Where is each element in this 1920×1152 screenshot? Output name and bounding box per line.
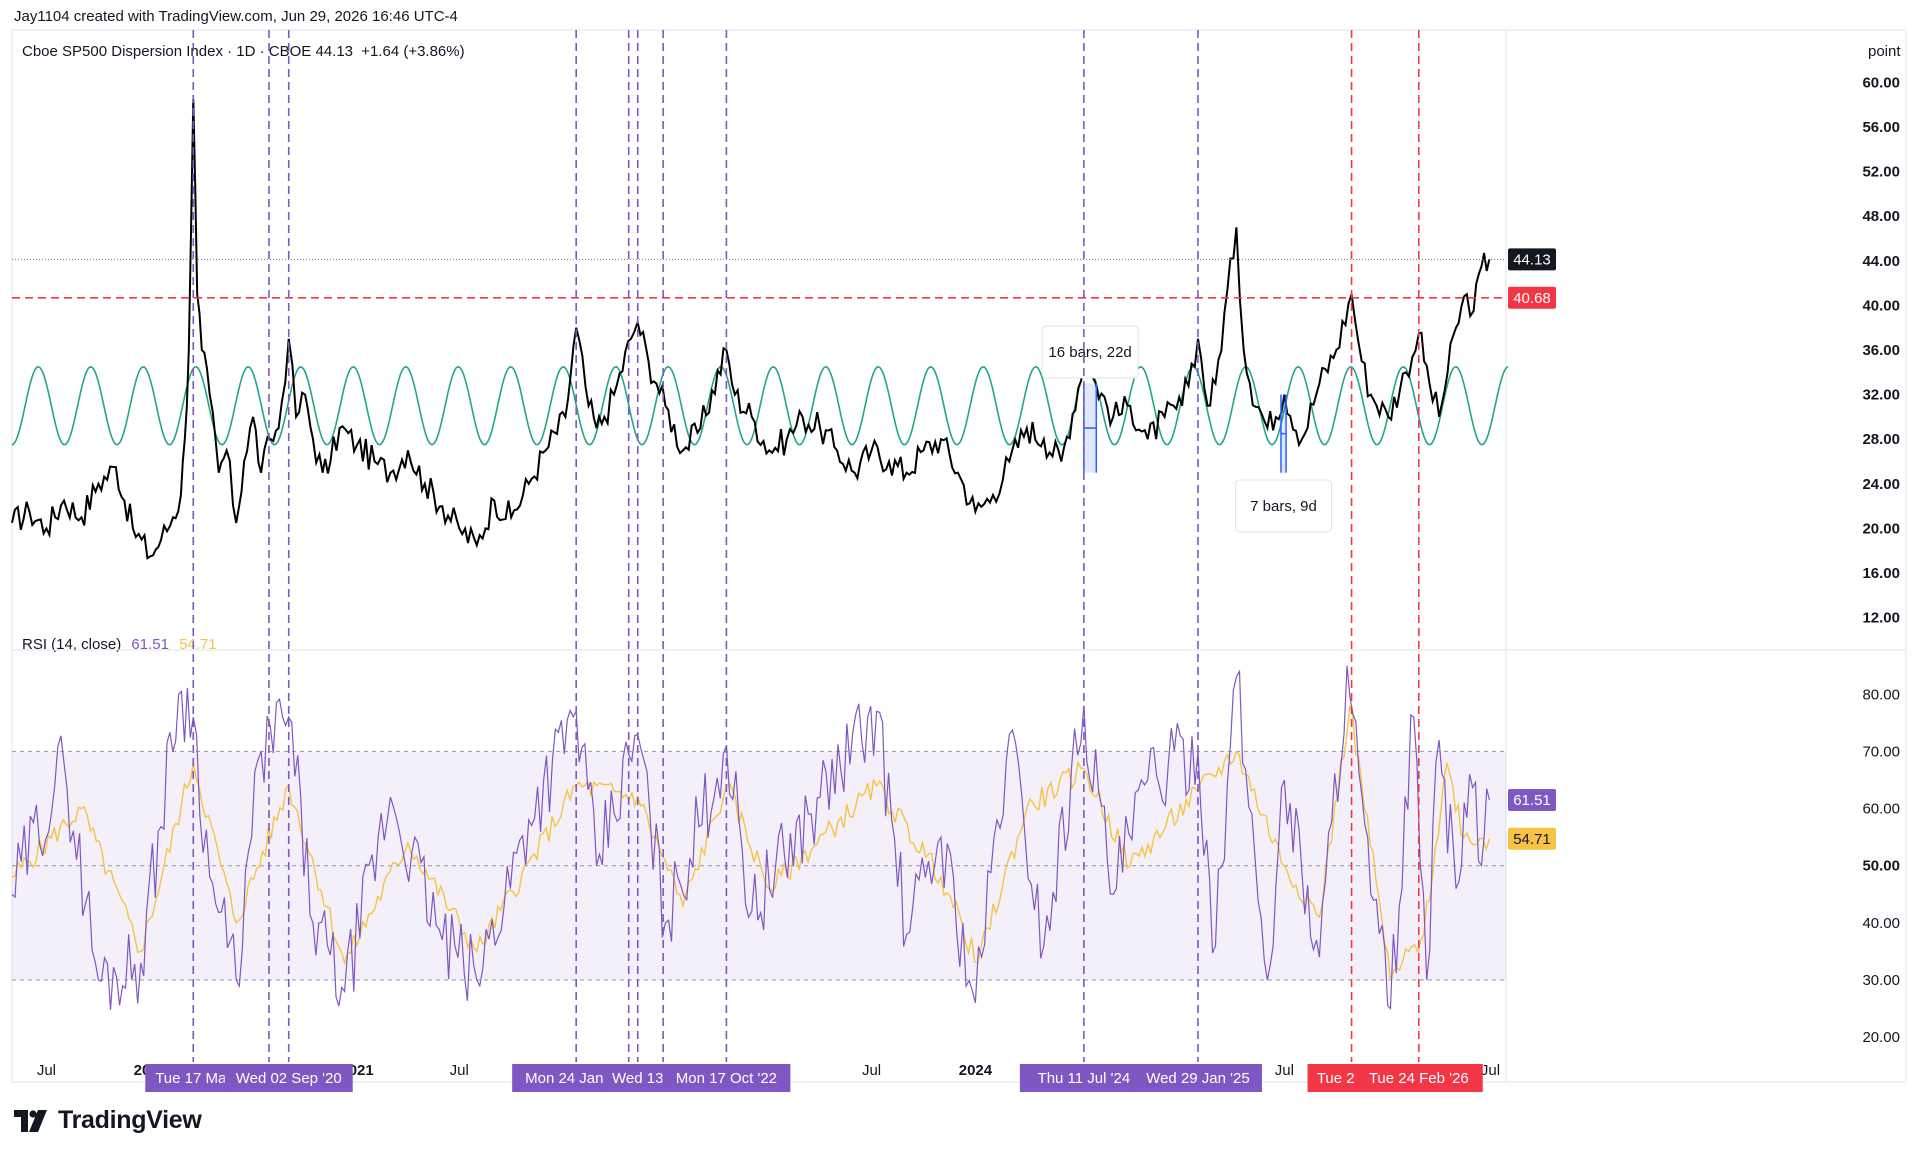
event-date-tag [1133, 1064, 1262, 1092]
rsi-tick-label: 30.00 [1862, 972, 1900, 989]
rsi-tick-label: 70.00 [1862, 743, 1900, 760]
price-tick-label: 48.00 [1862, 208, 1900, 225]
time-tick-label: Jul [1481, 1062, 1500, 1079]
credit-line: Jay1104 created with TradingView.com, Ju… [14, 8, 458, 25]
time-tick-label: 2024 [959, 1062, 993, 1079]
rsi-legend[interactable]: RSI (14, close) 61.51 54.71 [22, 636, 217, 653]
rsi-ma-value-tag [1508, 827, 1556, 850]
time-tick-label: Jul [862, 1062, 881, 1079]
event-date-tag-text: Tue 24 Feb '26 [1369, 1070, 1469, 1087]
rsi-ma-legend-value: 54.71 [179, 636, 217, 653]
tradingview-logo-text: TradingView [58, 1106, 202, 1134]
rsi-ma-line [11, 705, 1491, 981]
rsi-pane [11, 665, 1506, 1011]
price-tick-label: 52.00 [1862, 164, 1900, 181]
price-tick-label: 20.00 [1862, 520, 1900, 537]
price-tick-label: 36.00 [1862, 342, 1900, 359]
event-date-tag-text: Mon 17 Oct '22 [676, 1070, 777, 1087]
price-tick-label: 40.00 [1862, 297, 1900, 314]
price-tick-label: 60.00 [1862, 74, 1900, 91]
price-pane: 16 bars, 22d 7 bars, 9d [11, 98, 1509, 560]
rsi-tick-label: 50.00 [1862, 858, 1900, 875]
price-tick-label: 12.00 [1862, 610, 1900, 627]
rsi-ma-value-tag-text: 54.71 [1513, 831, 1551, 848]
tradingview-logo-icon [14, 1109, 47, 1132]
rsi-tick-label: 20.00 [1862, 1029, 1900, 1046]
event-date-tag [1354, 1064, 1483, 1092]
measure-label-box [1041, 325, 1139, 379]
event-date-tag-text: Mon 24 Jan '22 [525, 1070, 627, 1087]
price-unit-label[interactable]: point [1868, 43, 1901, 60]
measure-label-box [1235, 479, 1333, 533]
tradingview-logo[interactable]: TradingView [14, 1106, 202, 1135]
time-tick-label: Jul [37, 1062, 56, 1079]
time-tick-label: Jul [450, 1062, 469, 1079]
rsi-legend-label: RSI (14, close) [22, 636, 122, 653]
plot-frame [11, 29, 1907, 1083]
rsi-value-tag [1508, 788, 1556, 811]
measure-label: 7 bars, 9d [1250, 498, 1317, 515]
symbol-name: Cboe SP500 Dispersion Index · 1D · CBOE [22, 43, 312, 60]
event-date-tag [662, 1064, 791, 1092]
symbol-legend[interactable]: Cboe SP500 Dispersion Index · 1D · CBOE … [22, 43, 465, 60]
rsi-value-tag-text: 61.51 [1513, 792, 1551, 809]
event-date-tag [605, 1064, 670, 1092]
event-date-tag [1019, 1064, 1148, 1092]
price-tick-label: 32.00 [1862, 387, 1900, 404]
event-date-tag-text: Wed 13 [612, 1070, 663, 1087]
event-date-tag-text: Wed 02 Sep '20 [236, 1070, 342, 1087]
red-level-tag [1508, 286, 1556, 309]
rsi-tick-label: 80.00 [1862, 686, 1900, 703]
price-tick-label: 44.00 [1862, 253, 1900, 270]
rsi-tick-label: 40.00 [1862, 915, 1900, 932]
last-price-tag [1508, 248, 1556, 271]
rsi-tick-label: 60.00 [1862, 801, 1900, 818]
last-price-tag-text: 44.13 [1513, 251, 1551, 268]
measure-label: 16 bars, 22d [1048, 344, 1131, 361]
price-tick-label: 24.00 [1862, 476, 1900, 493]
rsi-legend-value: 61.51 [131, 636, 169, 653]
price-line [11, 98, 1491, 560]
event-date-tag [224, 1064, 353, 1092]
red-level-tag-text: 40.68 [1513, 290, 1551, 307]
event-date-tag-text: Wed 29 Jan '25 [1146, 1070, 1250, 1087]
rsi-line [11, 665, 1490, 1011]
background-layer [11, 29, 1907, 1083]
sine-wave-line [11, 365, 1509, 446]
price-tick-label: 56.00 [1862, 119, 1900, 136]
last-price: 44.13 [315, 43, 354, 60]
time-tick-label: Jul [1275, 1062, 1294, 1079]
price-change: +1.64 (+3.86%) [361, 43, 465, 60]
event-date-tag-text: Tue 17 Mar [155, 1070, 231, 1087]
price-tick-label: 16.00 [1862, 565, 1900, 582]
price-tick-label: 28.00 [1862, 431, 1900, 448]
event-date-tag-text: Thu 11 Jul '24 [1038, 1070, 1131, 1087]
